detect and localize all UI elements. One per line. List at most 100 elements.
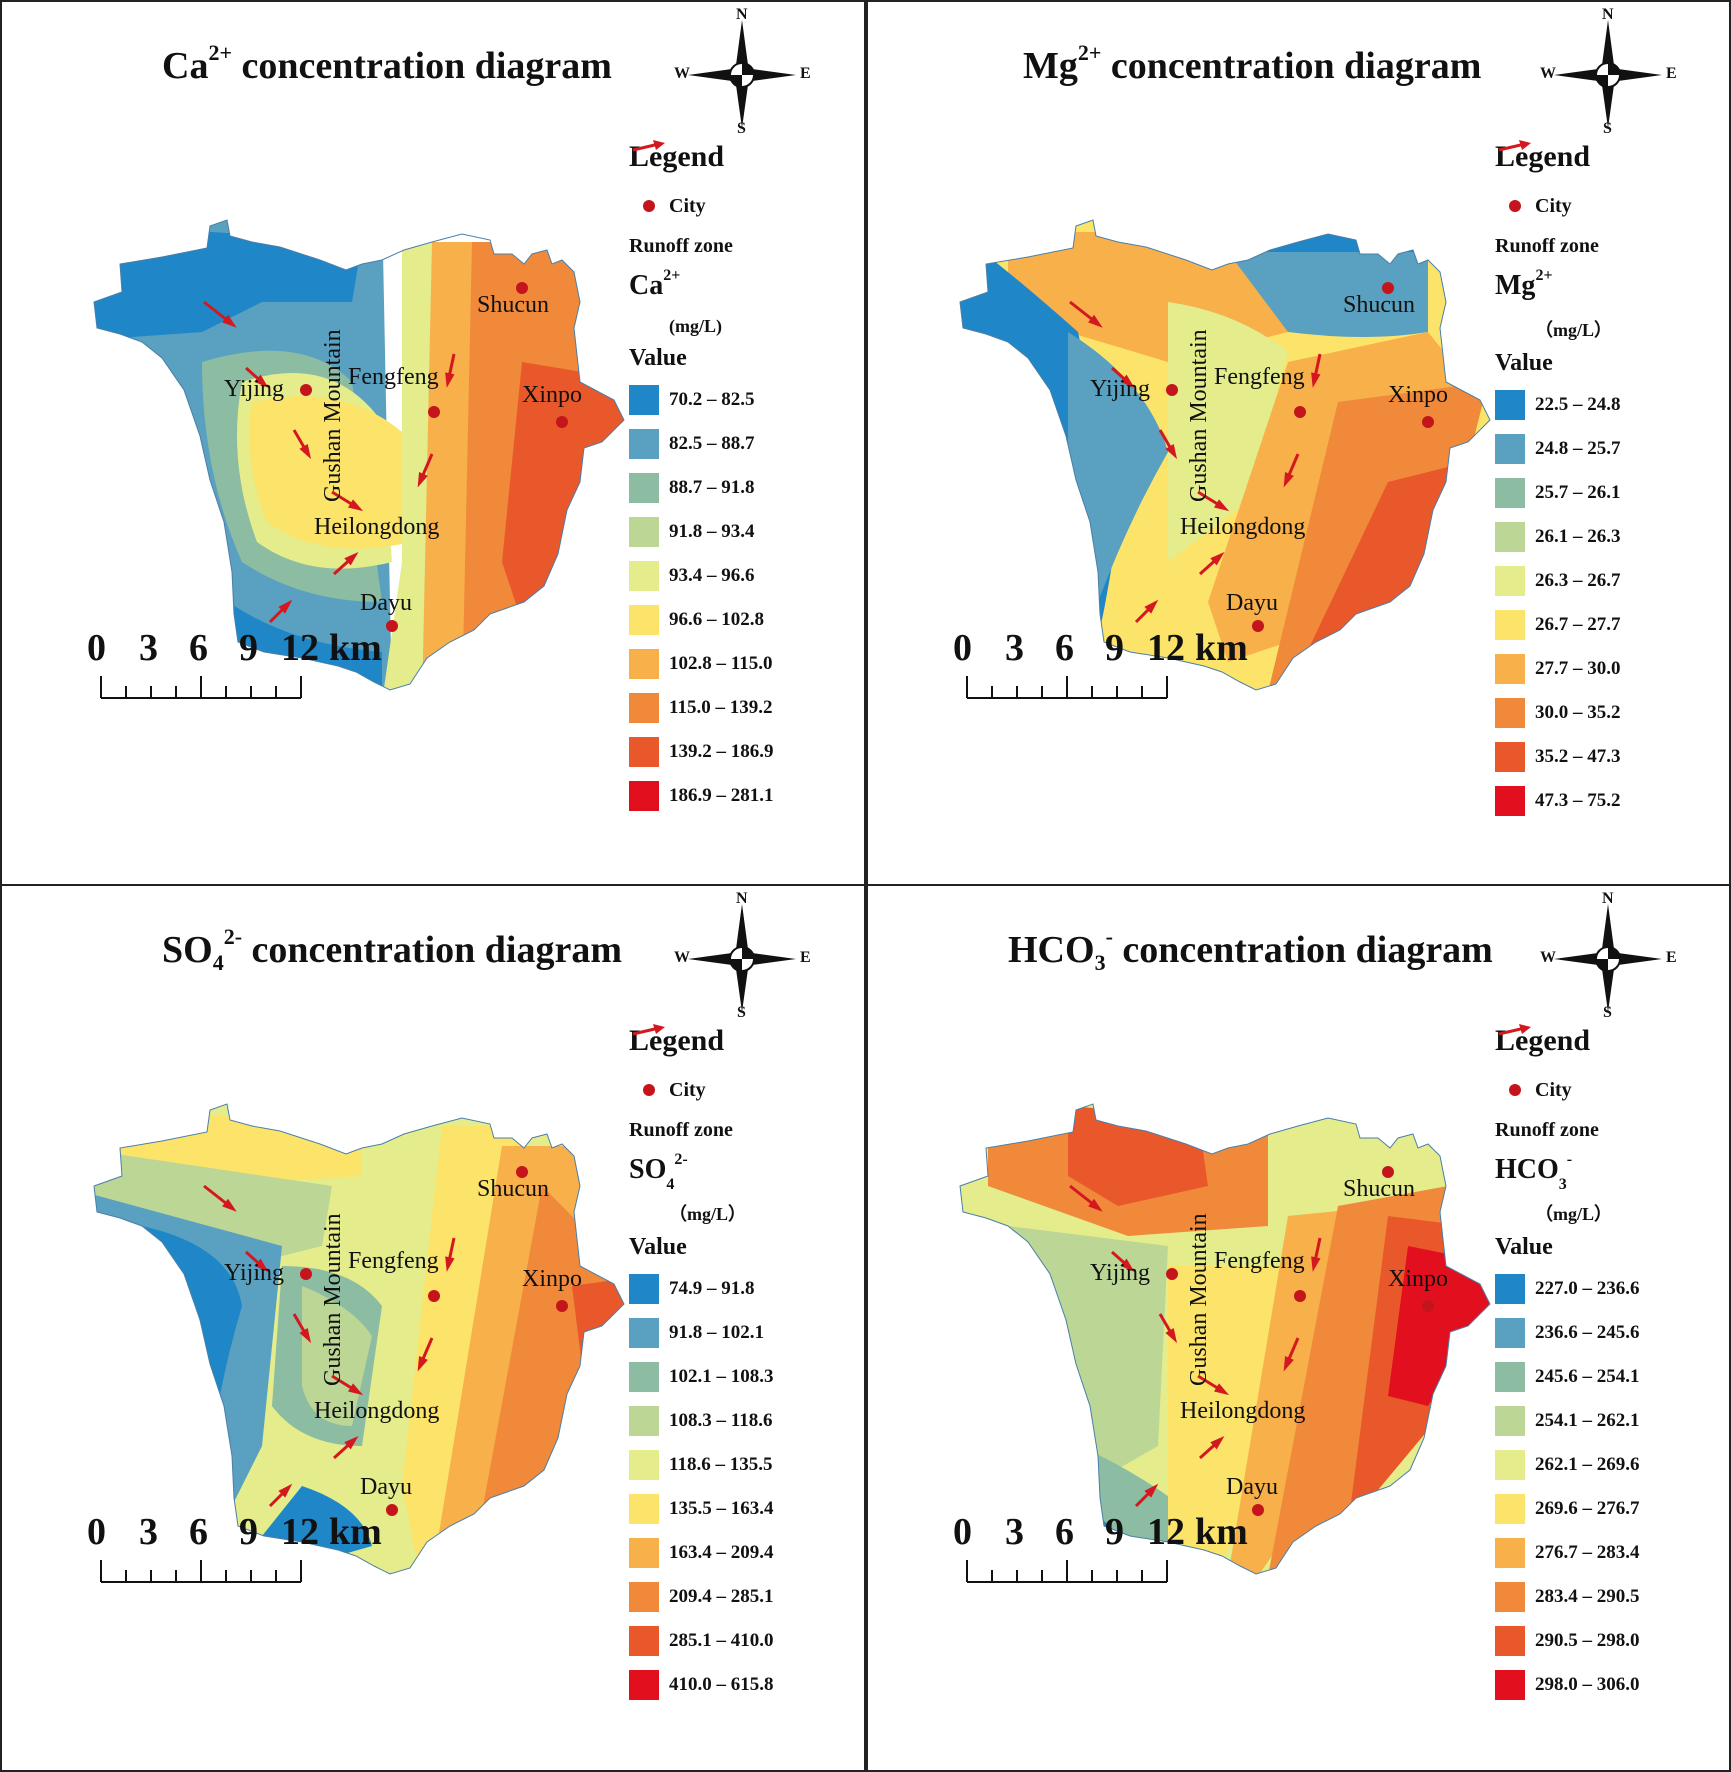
runoff-arrowhead-icon bbox=[1120, 374, 1135, 388]
legend-swatch bbox=[629, 1581, 659, 1612]
legend-class-label: 35.2 – 47.3 bbox=[1535, 745, 1621, 767]
scale-tick-label: 12 bbox=[1147, 1511, 1185, 1553]
legend-swatch bbox=[629, 604, 659, 635]
legend-class-label: 26.1 – 26.3 bbox=[1535, 525, 1621, 547]
concentration-zone bbox=[1068, 332, 1168, 602]
compass-s-label: S bbox=[1603, 1004, 1612, 1021]
legend-class-row: 27.7 – 30.0 bbox=[1495, 647, 1621, 691]
legend-class-label: 30.0 – 35.2 bbox=[1535, 701, 1621, 723]
legend-classes: 74.9 – 91.8 91.8 – 102.1 102.1 – 108.3 108.… bbox=[629, 1267, 774, 1707]
legend-runoff-label: Runoff zone bbox=[1495, 1118, 1599, 1141]
region-outline bbox=[93, 219, 625, 691]
place-label-dayu: Dayu bbox=[360, 590, 412, 616]
city-dot-icon bbox=[1509, 1084, 1521, 1096]
runoff-arrow-icon bbox=[632, 1024, 665, 1036]
city-dot-icon bbox=[1422, 1300, 1434, 1312]
legend-city-label: City bbox=[669, 194, 706, 217]
city-dot-icon bbox=[1252, 1504, 1264, 1516]
scale-tick-label: 6 bbox=[189, 627, 208, 669]
place-label-yijing: Yijing bbox=[224, 376, 285, 402]
legend-class-row: 290.5 – 298.0 bbox=[1495, 1619, 1640, 1663]
runoff-arrowhead-icon bbox=[299, 1328, 312, 1344]
legend-class-row: 30.0 – 35.2 bbox=[1495, 691, 1621, 735]
compass-w-label: W bbox=[674, 949, 690, 966]
legend-swatch bbox=[1495, 785, 1525, 816]
city-dot-icon bbox=[1382, 1166, 1394, 1178]
legend-class-label: 285.1 – 410.0 bbox=[669, 1629, 774, 1651]
legend-swatch bbox=[629, 736, 659, 767]
map-panel-hco3: HCO3- concentration diagram N S W E Lege… bbox=[866, 884, 1731, 1772]
legend-runoff-label: Runoff zone bbox=[1495, 234, 1599, 257]
legend-unit: （mg/L） bbox=[669, 1203, 747, 1224]
legend-class-row: 47.3 – 75.2 bbox=[1495, 779, 1621, 823]
legend-class-label: 47.3 – 75.2 bbox=[1535, 789, 1621, 811]
runoff-arrowhead-icon bbox=[348, 499, 364, 512]
runoff-arrowhead-icon bbox=[278, 599, 293, 614]
legend-class-label: 186.9 – 281.1 bbox=[669, 784, 774, 806]
legend-ion-label: SO42- bbox=[629, 1150, 688, 1193]
legend-swatch bbox=[1495, 1537, 1525, 1568]
legend-ion-label: HCO3- bbox=[1495, 1150, 1573, 1193]
runoff-arrowhead-icon bbox=[1311, 1256, 1321, 1272]
legend-swatch bbox=[629, 1361, 659, 1392]
place-label-heilongdong: Heilongdong bbox=[314, 514, 440, 540]
legend-title: Legend bbox=[629, 140, 725, 173]
map-panel-ca: Ca2+ concentration diagram N S W E Legen… bbox=[0, 0, 866, 886]
place-label-heilongdong: Heilongdong bbox=[1180, 1398, 1306, 1424]
legend-runoff-label: Runoff zone bbox=[629, 234, 733, 257]
city-dot-icon bbox=[428, 1290, 440, 1302]
legend-swatch bbox=[629, 1405, 659, 1436]
place-label-xinpo: Xinpo bbox=[1388, 382, 1448, 408]
legend-class-label: 269.6 – 276.7 bbox=[1535, 1497, 1640, 1519]
legend-swatch bbox=[629, 560, 659, 591]
region-outline bbox=[93, 1103, 625, 1575]
concentration-zone bbox=[1168, 302, 1288, 562]
map-title: SO42- concentration diagram bbox=[162, 924, 622, 975]
place-label-fengfeng: Fengfeng bbox=[348, 1248, 439, 1274]
legend-class-label: 108.3 – 118.6 bbox=[669, 1409, 773, 1431]
legend-class-row: 276.7 – 283.4 bbox=[1495, 1531, 1640, 1575]
compass-e-label: E bbox=[1666, 949, 1677, 966]
scale-tick-label: 9 bbox=[239, 627, 258, 669]
city-dot-icon bbox=[386, 620, 398, 632]
legend-class-label: 82.5 – 88.7 bbox=[669, 432, 755, 454]
city-dot-icon bbox=[1294, 1290, 1306, 1302]
scale-ruler bbox=[966, 1560, 1168, 1583]
scale-tick-label: 0 bbox=[87, 627, 106, 669]
map-canvas bbox=[959, 1103, 1491, 1575]
runoff-arrowhead-icon bbox=[417, 472, 428, 488]
scale-tick-label: 12 bbox=[281, 1511, 319, 1553]
scale-tick-label: 6 bbox=[189, 1511, 208, 1553]
legend-class-label: 74.9 – 91.8 bbox=[669, 1277, 755, 1299]
place-label-fengfeng: Fengfeng bbox=[1214, 1248, 1305, 1274]
legend-class-row: 135.5 – 163.4 bbox=[629, 1487, 774, 1531]
place-label-xinpo: Xinpo bbox=[522, 382, 582, 408]
legend-swatch bbox=[1495, 1625, 1525, 1656]
map-title: Ca2+ concentration diagram bbox=[162, 40, 612, 87]
legend-swatch bbox=[1495, 1361, 1525, 1392]
legend-class-label: 236.6 – 245.6 bbox=[1535, 1321, 1640, 1343]
runoff-arrowhead-icon bbox=[278, 1483, 293, 1498]
place-label-shucun: Shucun bbox=[477, 292, 549, 318]
map-title: Mg2+ concentration diagram bbox=[1023, 40, 1482, 87]
scale-unit-label: km bbox=[1195, 1511, 1248, 1553]
place-label-yijing: Yijing bbox=[224, 1260, 285, 1286]
runoff-arrow-icon bbox=[632, 140, 665, 152]
north-arrow-icon: N S W E bbox=[672, 6, 812, 140]
runoff-arrowhead-icon bbox=[348, 1383, 364, 1396]
city-dot-icon bbox=[1422, 416, 1434, 428]
scale-unit-label: km bbox=[329, 1511, 382, 1553]
legend-class-label: 135.5 – 163.4 bbox=[669, 1497, 774, 1519]
runoff-arrowhead-icon bbox=[1283, 1356, 1294, 1372]
legend-swatch bbox=[1495, 1273, 1525, 1304]
runoff-arrowhead-icon bbox=[1144, 1483, 1159, 1498]
legend-class-row: 102.1 – 108.3 bbox=[629, 1355, 774, 1399]
scale-tick-label: 3 bbox=[139, 627, 158, 669]
region-outline bbox=[959, 219, 1491, 691]
map-panel-so4: SO42- concentration diagram N S W E Lege… bbox=[0, 884, 866, 1772]
legend-swatch bbox=[629, 516, 659, 547]
legend-runoff-row: Runoff zone bbox=[629, 140, 774, 266]
legend-swatch bbox=[629, 1493, 659, 1524]
runoff-arrowhead-icon bbox=[1283, 472, 1294, 488]
legend-class-row: 186.9 – 281.1 bbox=[629, 774, 774, 818]
